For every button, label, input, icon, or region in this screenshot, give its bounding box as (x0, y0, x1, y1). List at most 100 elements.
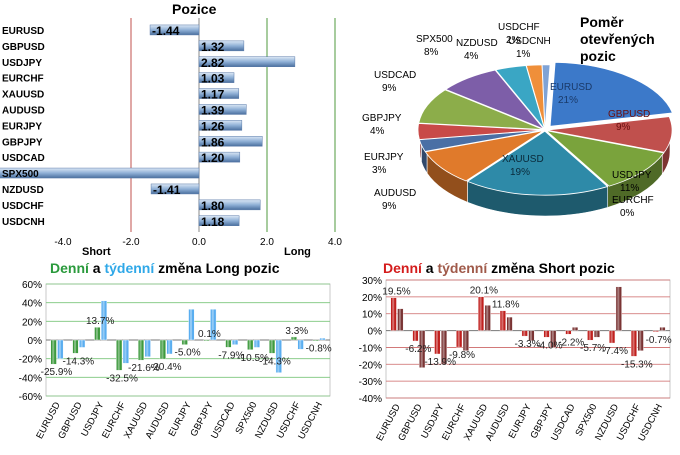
pie-slice-xauusd (466, 130, 609, 196)
position-bar-xauusd (198, 88, 240, 99)
bar-shine-denn--xauusd (479, 296, 482, 331)
position-bar-spx500 (0, 167, 200, 179)
bar-shine-t-denn--eurusd (58, 340, 61, 359)
pie-slice-eurusd (549, 61, 673, 127)
bar-denn--xauusd (137, 339, 145, 361)
bar-denn--usdchf (290, 336, 297, 341)
y-tick-20-: 20% (22, 317, 42, 328)
bar-denn--eurusd (50, 339, 57, 365)
pie-pct-eurchf: 0% (620, 208, 635, 219)
value-label-eurchf: 1.03 (201, 72, 225, 86)
bar-shine-t-denn--usdcnh (661, 327, 664, 331)
x-tick-4-0: 4.0 (328, 237, 342, 248)
bar-t-denn--usdcad (232, 339, 239, 345)
bar-shine-t-denn--eurjpy (189, 309, 192, 340)
long-chart-svg: 60%40%20%0%-20%-40%-60%-25.9%EURUSD-14.3… (19, 280, 332, 441)
value-label-nzdusd: -1.41 (153, 183, 181, 197)
bar-t-denn--usdcnh (659, 326, 666, 331)
pie-label-eurusd: EURUSD (550, 82, 592, 93)
positions-chart-svg: EURUSD -1.44 GBPUSD 1.32 USDJPY 2.82 EURCHF 1.0… (0, 18, 342, 258)
bar-t-denn--gbpjpy (210, 309, 217, 341)
pie-label-spx500: SPX500 (416, 34, 453, 45)
value-label-eurjpy: 1.26 (201, 119, 225, 133)
pie-slice-gbpusd (546, 116, 673, 153)
pie-pct-xauusd: 19% (510, 167, 530, 178)
bar-denn--usdcad (225, 339, 232, 348)
data-label-gbpjpy: 0.1% (198, 329, 221, 340)
bar-shine-denn--eurjpy (523, 330, 526, 337)
data-label-usdcad: -7.9% (218, 350, 244, 361)
pie-pct-usdcnh: 1% (516, 49, 531, 60)
bar-t-denn--gbpusd (419, 330, 426, 368)
bar-denn--audusd (159, 339, 166, 360)
category-label-eurjpy: EURJPY (2, 121, 42, 132)
short-title-rest: změna Short pozic (487, 260, 615, 276)
long-chart-title: Denní a týdenní změna Long pozic (50, 260, 279, 276)
short-title-daily: Denní (383, 260, 422, 276)
data-label-nzdusd: -14.3% (259, 356, 291, 367)
bar-denn--eurjpy (181, 339, 188, 345)
pie-pct-eurjpy: 3% (372, 165, 387, 176)
bar-shine-denn--usdcad (566, 330, 569, 335)
bar-shine-t-denn--usdcad (233, 340, 236, 345)
pie-label-usdjpy: USDJPY (612, 170, 652, 181)
y-tick-30-: 30% (362, 276, 382, 287)
bar-t-denn--eurusd (397, 308, 404, 331)
short-label: Short (82, 246, 111, 258)
value-label-usdcad: 1.20 (201, 151, 225, 165)
bar-shine-t-denn--eurusd (398, 308, 401, 331)
bar-t-denn--eurjpy (528, 330, 535, 341)
positions-chart-title: Pozice (172, 1, 217, 17)
bar-shine-denn--eurusd (392, 297, 395, 331)
position-bar-eurjpy (198, 120, 243, 131)
pie-slice-usdjpy (545, 130, 665, 187)
long-title-daily: Denní (50, 260, 89, 276)
bar-t-denn--usdchf (297, 339, 304, 350)
data-label-usdcad: -2.2% (558, 337, 584, 348)
bar-shine-denn--xauusd (139, 340, 142, 361)
bar-shine-denn--nzdusd (610, 330, 613, 344)
data-label-usdchf: 3.3% (285, 326, 308, 337)
bar-shine-t-denn--gbpjpy (211, 309, 214, 340)
short-chart-svg: 30%20%10%0%-10%-20%-30%-40%19.5%EURUSD-6… (359, 276, 672, 443)
bar-shine-t-denn--usdcad (573, 327, 576, 331)
data-label-eurchf: -32.5% (106, 373, 138, 384)
bar-shine-denn--eurjpy (183, 340, 186, 345)
pie-label-usdchf: USDCHF (498, 22, 540, 33)
x-tick--4-0: -4.0 (54, 237, 72, 248)
bar-shine-denn--usdchf (632, 330, 635, 357)
category-label-usdjpy: USDJPY (2, 58, 42, 69)
bar-denn--usdchf (630, 330, 637, 357)
bar-denn--eurchf (456, 330, 463, 348)
long-title-and: a (88, 260, 105, 276)
bar-shine-denn--usdjpy (95, 327, 98, 340)
bar-shine-t-denn--usdjpy (102, 300, 105, 340)
bar-shine-t-denn--usdchf (639, 330, 642, 351)
data-label-xauusd: -21.6% (128, 363, 160, 374)
bar-shine-denn--gbpusd (414, 330, 417, 342)
bar-shine-denn--gbpjpy (545, 330, 548, 338)
y-tick--40-: -40% (19, 373, 42, 384)
y-tick-60-: 60% (22, 280, 42, 291)
pie-title-line-2: otevřených (580, 31, 655, 47)
position-bar-eurchf (198, 72, 235, 83)
bar-shine-t-denn--spx500 (255, 340, 258, 348)
position-bar-usdjpy (198, 56, 296, 67)
long-title-weekly: týdenní (104, 260, 155, 276)
value-label-audusd: 1.39 (201, 103, 225, 117)
pie-slice-gbpjpy (417, 123, 544, 140)
position-bar-usdcad (198, 151, 241, 163)
bar-denn--usdcnh (312, 339, 319, 342)
pie-label-usdcad: USDCAD (374, 70, 416, 81)
data-label-usdjpy: 13.7% (86, 316, 114, 327)
bar-t-denn--audusd (166, 339, 173, 355)
y-tick--20-: -20% (19, 355, 42, 366)
bar-shine-t-denn--eurchf (124, 340, 127, 364)
bar-shine-t-denn--nzdusd (277, 340, 280, 373)
y-tick--20-: -20% (359, 360, 382, 371)
bar-t-denn--eurchf (462, 330, 469, 351)
bar-denn--gbpusd (412, 330, 419, 342)
category-label-eurusd: EURUSD (2, 26, 44, 37)
bar-shine-denn--gbpjpy (205, 339, 208, 341)
data-label-gbpjpy: -4.0% (536, 340, 562, 351)
